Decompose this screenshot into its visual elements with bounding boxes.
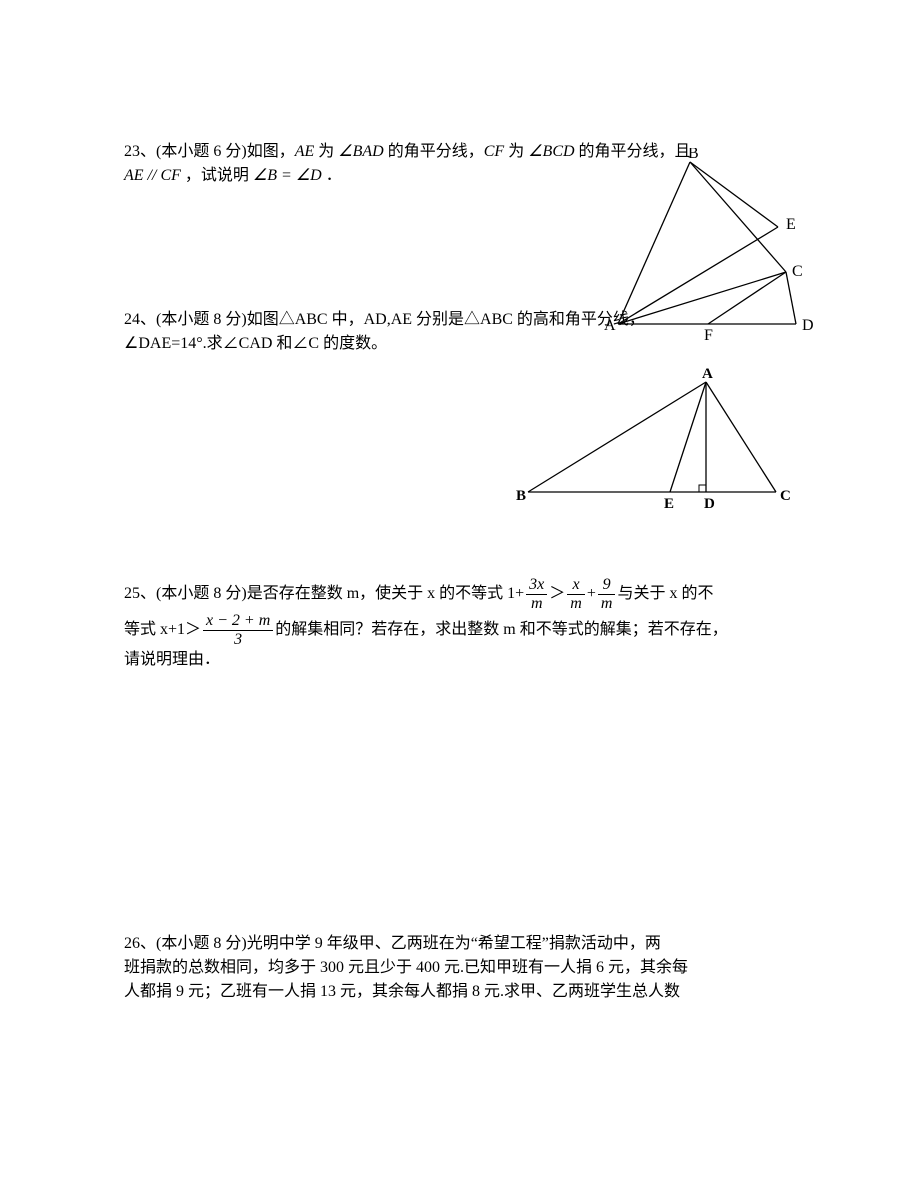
p24-t2: ∠DAE=14°.求∠CAD 和∠C 的度数。	[124, 335, 387, 352]
p23-points: (本小题 6 分)	[156, 143, 247, 160]
p23-l2b: ，试说明	[181, 167, 253, 184]
p23-CF: CF	[484, 143, 504, 160]
p25-t2: ＞	[549, 585, 565, 602]
svg-text:C: C	[780, 488, 791, 504]
problem-26-line2: 班捐款的总数相同，均多于 300 元且少于 400 元.已知甲班有一人捐 6 元…	[124, 956, 804, 980]
p23-s3: 的角平分线，	[384, 143, 484, 160]
svg-text:E: E	[664, 496, 674, 512]
problem-25-line2: 等式 x+1＞x − 2 + m3的解集相同？若存在，求出整数 m 和不等式的解…	[124, 612, 804, 648]
problem-25: 25、(本小题 8 分)是否存在整数 m，使关于 x 的不等式 1+3xm＞xm…	[124, 576, 804, 672]
p25-number: 25、	[124, 585, 156, 602]
p23-l2a: AE // CF	[124, 167, 181, 184]
p26-number: 26、	[124, 935, 156, 952]
svg-text:B: B	[688, 148, 699, 162]
p25-frac2: xm	[567, 576, 585, 612]
p25-t1: 是否存在整数 m，使关于 x 的不等式 1+	[247, 585, 524, 602]
problem-26: 26、(本小题 8 分)光明中学 9 年级甲、乙两班在为“希望工程”捐款活动中，…	[124, 932, 804, 1004]
p25-l2a: 等式 x+1＞	[124, 621, 201, 638]
problem-26-line3: 人都捐 9 元；乙班有一人捐 13 元，其余每人都捐 8 元.求甲、乙两班学生总…	[124, 980, 804, 1004]
p26-points: (本小题 8 分)	[156, 935, 247, 952]
p23-AE: AE	[295, 143, 315, 160]
p24-points: (本小题 8 分)	[156, 311, 247, 328]
problem-25-line3: 请说明理由．	[124, 648, 804, 672]
p25-frac3: 9m	[598, 576, 616, 612]
p24-t1: 如图△ABC 中，AD,AE 分别是△ABC 的高和角平分线，	[247, 311, 645, 328]
p23-angle1: ∠BAD	[338, 143, 383, 160]
p25-frac4: x − 2 + m3	[203, 612, 273, 648]
p25-l3: 请说明理由．	[124, 651, 220, 668]
p25-l2b: 的解集相同？若存在，求出整数 m 和不等式的解集；若不存在，	[275, 621, 727, 638]
p23-l2c: ．	[322, 167, 342, 184]
svg-text:E: E	[786, 216, 796, 233]
svg-text:A: A	[702, 368, 713, 382]
problem-24: 24、(本小题 8 分)如图△ABC 中，AD,AE 分别是△ABC 的高和角平…	[124, 308, 804, 356]
problem-25-line1: 25、(本小题 8 分)是否存在整数 m，使关于 x 的不等式 1+3xm＞xm…	[124, 576, 804, 612]
p23-number: 23、	[124, 143, 156, 160]
p25-points: (本小题 8 分)	[156, 585, 247, 602]
svg-text:C: C	[792, 263, 803, 280]
p24-number: 24、	[124, 311, 156, 328]
p23-s5: 为	[504, 143, 528, 160]
svg-text:B: B	[516, 488, 526, 504]
svg-text:D: D	[704, 496, 715, 512]
p25-t3: +	[587, 585, 596, 602]
p25-frac1: 3xm	[526, 576, 547, 612]
problem-24-line1: 24、(本小题 8 分)如图△ABC 中，AD,AE 分别是△ABC 的高和角平…	[124, 308, 804, 332]
problem-23: 23、(本小题 6 分)如图，AE 为 ∠BAD 的角平分线，CF 为 ∠BCD…	[124, 140, 804, 188]
problem-26-line1: 26、(本小题 8 分)光明中学 9 年级甲、乙两班在为“希望工程”捐款活动中，…	[124, 932, 804, 956]
p25-t4: 与关于 x 的不	[617, 585, 713, 602]
problem-24-line2: ∠DAE=14°.求∠CAD 和∠C 的度数。	[124, 332, 804, 356]
p23-t0: 如图，	[247, 143, 295, 160]
p26-t1: 光明中学 9 年级甲、乙两班在为“希望工程”捐款活动中，两	[247, 935, 661, 952]
p23-angle2: ∠BCD	[528, 143, 574, 160]
figure-24: A B C D E	[514, 368, 794, 513]
p23-eq: ∠B = ∠D	[253, 167, 322, 184]
p23-s2: 为	[314, 143, 338, 160]
